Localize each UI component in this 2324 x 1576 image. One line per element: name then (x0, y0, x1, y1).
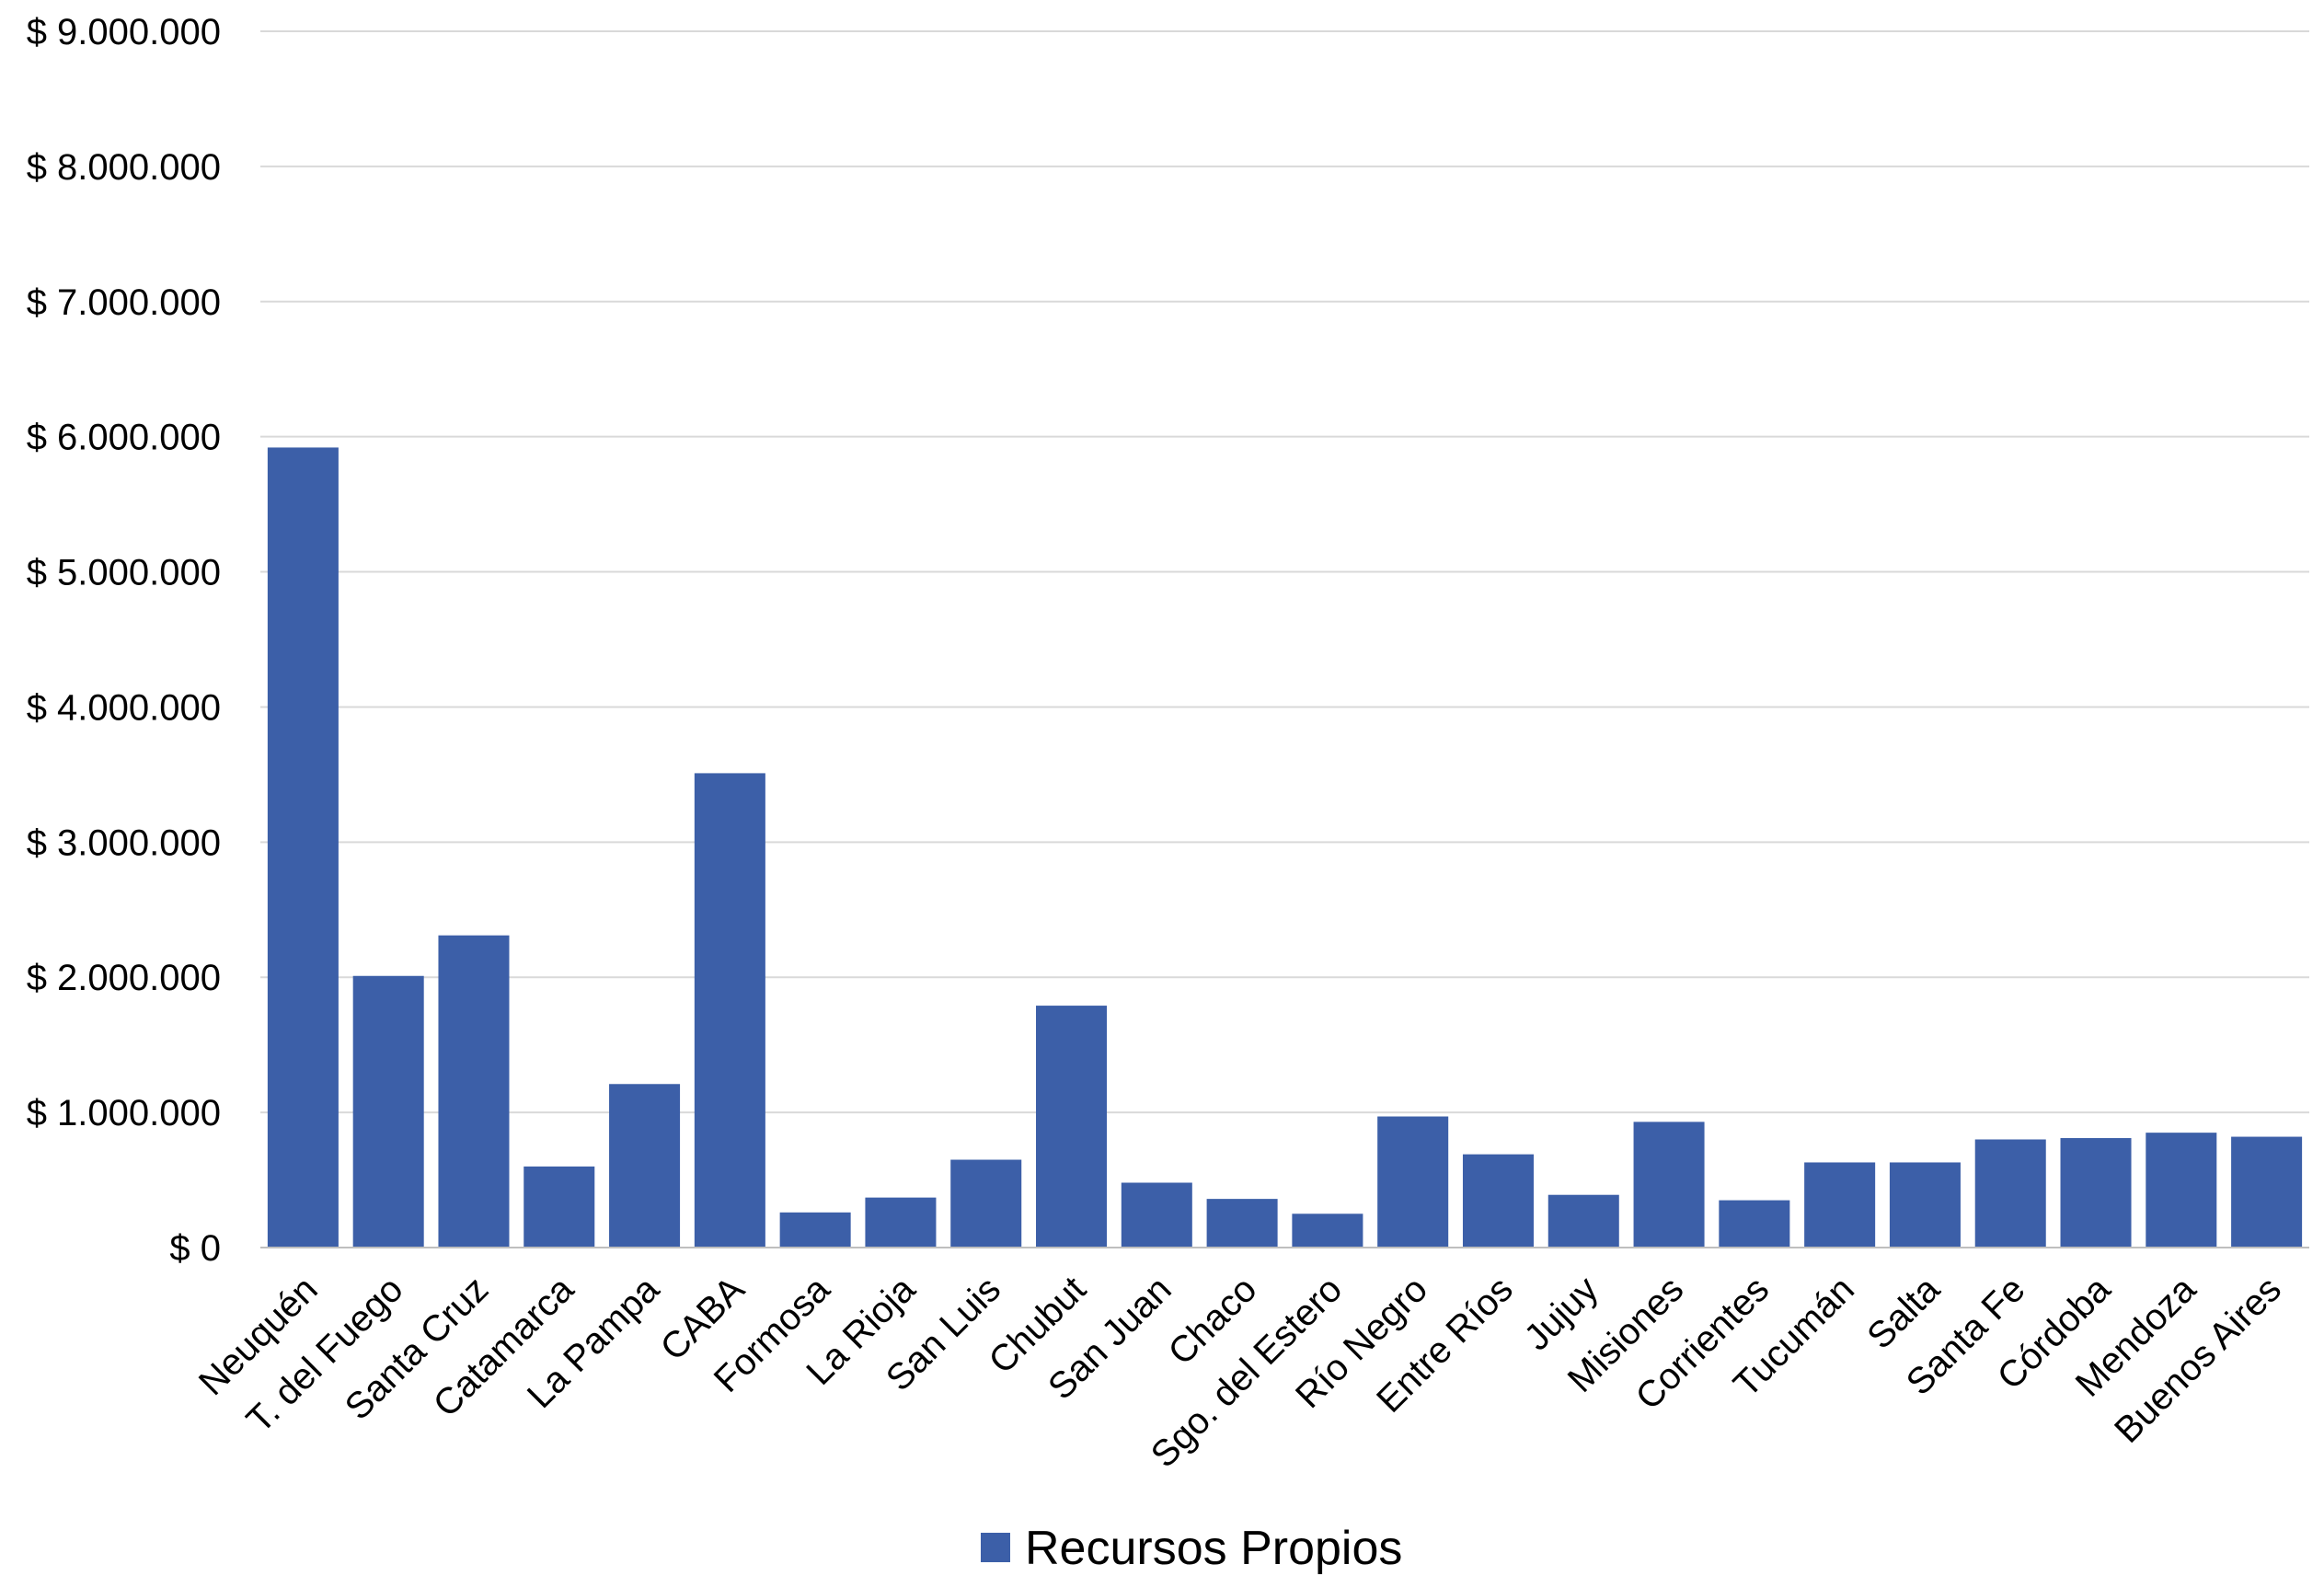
y-tick-label: $ 7.000.000 (27, 282, 221, 323)
bar (609, 1084, 681, 1248)
bar (1292, 1214, 1363, 1248)
legend-label: Recursos Propios (1025, 1522, 1402, 1575)
bar (1206, 1199, 1278, 1248)
bar (779, 1212, 851, 1248)
bar (523, 1166, 595, 1248)
bar (1462, 1154, 1534, 1248)
y-tick-label: $ 6.000.000 (27, 418, 221, 458)
bars (267, 447, 2303, 1248)
bar (2060, 1138, 2132, 1248)
bar (1547, 1194, 1619, 1248)
bar (865, 1197, 937, 1248)
bar (267, 447, 339, 1248)
y-tick-label: $ 3.000.000 (27, 823, 221, 863)
bar (694, 773, 765, 1248)
bar (1633, 1122, 1705, 1248)
bar (1974, 1139, 2046, 1248)
bar (1719, 1200, 1790, 1248)
bar (2146, 1133, 2217, 1248)
bar (352, 975, 424, 1248)
legend-swatch (981, 1533, 1010, 1562)
y-tick-label: $ 4.000.000 (27, 687, 221, 728)
bar (1889, 1162, 1961, 1248)
bar (438, 935, 510, 1248)
legend: Recursos Propios (981, 1522, 1402, 1575)
bar (950, 1159, 1022, 1248)
gridlines (260, 30, 2309, 1114)
bar (2231, 1136, 2303, 1248)
bar (1121, 1182, 1192, 1248)
y-tick-label: $ 0 (169, 1228, 221, 1269)
bar (1036, 1006, 1108, 1248)
y-axis-tick-labels: $ 0 $ 1.000.000 $ 2.000.000 $ 3.000.000 $ 4.… (27, 12, 221, 1269)
y-tick-label: $ 8.000.000 (27, 147, 221, 188)
bar (1377, 1116, 1449, 1248)
bar (1804, 1162, 1876, 1248)
y-tick-label: $ 1.000.000 (27, 1093, 221, 1133)
y-tick-label: $ 9.000.000 (27, 12, 221, 52)
y-tick-label: $ 2.000.000 (27, 958, 221, 998)
y-tick-label: $ 5.000.000 (27, 553, 221, 593)
